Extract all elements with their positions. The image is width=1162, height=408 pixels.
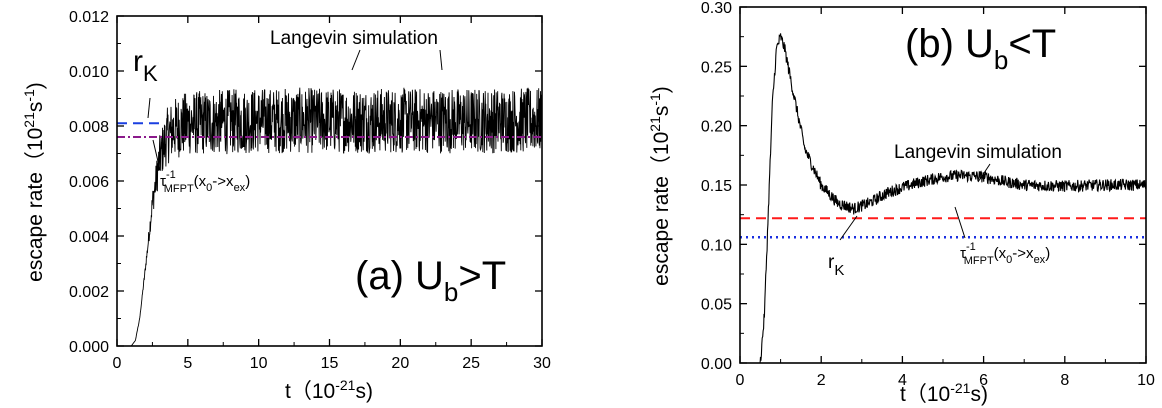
panel-b-tau-annotation: τ-1 MFPT(x0->xex) bbox=[960, 241, 1050, 267]
panel-a-langevin-annotation: Langevin simulation bbox=[270, 28, 438, 49]
y-tick-label: 0.000 bbox=[69, 339, 109, 356]
y-tick-label: 0.30 bbox=[701, 0, 732, 17]
y-tick-label: 0.20 bbox=[701, 119, 732, 136]
y-tick-label: 0.10 bbox=[701, 237, 732, 254]
y-tick-label: 0.010 bbox=[69, 64, 109, 81]
x-tick-label: 10 bbox=[1137, 372, 1155, 389]
panel-b: 0 2 4 6 8 10 0.00 0.05 0.10 0.15 0.20 0.25 0.30 esca… bbox=[647, 0, 1155, 406]
panel-a-tau-annotation: τ-1 MFPT(x0->xex) bbox=[160, 169, 250, 195]
x-tick-label: 15 bbox=[321, 355, 339, 372]
x-tick-label: 8 bbox=[1060, 372, 1069, 389]
series-langevin-simulation bbox=[117, 87, 543, 347]
y-tick-label: 0.004 bbox=[69, 229, 109, 246]
panel-a-x-label: t（10-21s) bbox=[285, 377, 373, 403]
x-tick-label: 2 bbox=[817, 372, 826, 389]
panel-b-plot-frame bbox=[739, 6, 1147, 364]
panel-a-rk-annotation: rK bbox=[133, 45, 158, 86]
y-tick-label: 0.006 bbox=[69, 174, 109, 191]
y-tick-label: 0.15 bbox=[701, 178, 732, 195]
x-tick-label: 0 bbox=[736, 372, 745, 389]
x-tick-label: 0 bbox=[113, 355, 122, 372]
panel-a-langevin-arrow-2 bbox=[439, 49, 443, 71]
y-tick-label: 0.25 bbox=[701, 59, 732, 76]
y-tick-label: 0.002 bbox=[69, 284, 109, 301]
panel-a: 0 5 10 15 20 25 30 0.000 0.002 0.004 0.006 0.008 0.0… bbox=[21, 9, 551, 403]
x-tick-label: 30 bbox=[533, 355, 551, 372]
x-tick-label: 20 bbox=[391, 355, 409, 372]
panel-a-y-label: escape rate（1021s-1) bbox=[21, 82, 47, 282]
panel-a-plot-frame bbox=[116, 15, 543, 347]
panel-b-rk-arrow bbox=[839, 215, 858, 241]
panel-b-tau-arrow bbox=[954, 206, 966, 239]
panel-a-tau-arrow bbox=[152, 139, 161, 171]
panel-b-rk-annotation: rK bbox=[828, 252, 844, 279]
panel-b-y-label: escape rate（1021s-1) bbox=[647, 86, 673, 286]
y-tick-label: 0.012 bbox=[69, 9, 109, 26]
y-tick-label: 0.00 bbox=[701, 356, 732, 373]
panel-a-label: (a) Ub>T bbox=[355, 254, 506, 307]
panel-b-tick-labels: 0 2 4 6 8 10 0.00 0.05 0.10 0.15 0.20 0.25 0.30 bbox=[701, 0, 1155, 389]
panel-b-langevin-annotation: Langevin simulation bbox=[894, 142, 1062, 163]
y-tick-label: 0.05 bbox=[701, 297, 732, 314]
panel-b-series bbox=[740, 33, 1147, 364]
panel-b-x-label: t（10-21s) bbox=[900, 380, 988, 406]
x-tick-label: 10 bbox=[250, 355, 268, 372]
panel-a-rk-arrow bbox=[147, 97, 151, 119]
panel-b-label: (b) Ub<T bbox=[905, 22, 1056, 75]
x-tick-label: 6 bbox=[979, 372, 988, 389]
panel-a-langevin-arrow bbox=[351, 49, 361, 71]
series-langevin-simulation bbox=[752, 33, 1147, 364]
x-tick-label: 4 bbox=[898, 372, 907, 389]
x-tick-label: 25 bbox=[462, 355, 480, 372]
panel-a-series bbox=[117, 87, 543, 347]
panel-a-tick-labels: 0 5 10 15 20 25 30 0.000 0.002 0.004 0.006 0.008 0.0… bbox=[69, 9, 551, 372]
x-tick-label: 5 bbox=[183, 355, 192, 372]
panel-b-langevin-arrow bbox=[977, 163, 991, 183]
y-tick-label: 0.008 bbox=[69, 119, 109, 136]
